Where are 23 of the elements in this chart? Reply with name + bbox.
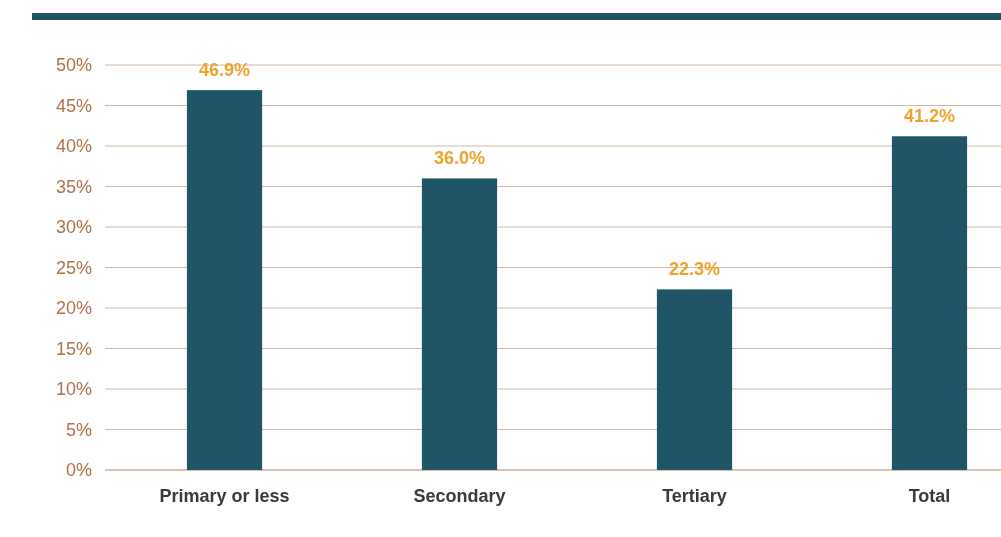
y-tick-label: 5% (65, 419, 92, 440)
x-tick-label: Tertiary (662, 486, 727, 506)
y-tick-label: 0% (65, 460, 92, 481)
bar (656, 289, 733, 470)
bar (421, 178, 498, 470)
y-tick-label: 35% (55, 176, 92, 197)
bar (891, 136, 968, 470)
x-tick-label: Total (908, 486, 951, 506)
data-label: 46.9% (198, 60, 251, 81)
x-tick-label: Secondary (413, 486, 506, 506)
y-tick-label: 40% (55, 136, 92, 157)
data-label: 36.0% (433, 148, 486, 169)
data-label: 22.3% (668, 259, 721, 280)
y-tick-label: 30% (55, 217, 92, 238)
y-tick-label: 20% (55, 298, 92, 319)
y-tick-label: 15% (55, 338, 92, 359)
y-tick-label: 25% (55, 257, 92, 278)
data-label: 41.2% (903, 106, 956, 127)
bar (186, 90, 263, 470)
y-tick-label: 50% (55, 55, 92, 76)
x-tick-label: Primary or less (159, 486, 290, 506)
y-tick-label: 10% (55, 379, 92, 400)
y-tick-label: 45% (55, 95, 92, 116)
